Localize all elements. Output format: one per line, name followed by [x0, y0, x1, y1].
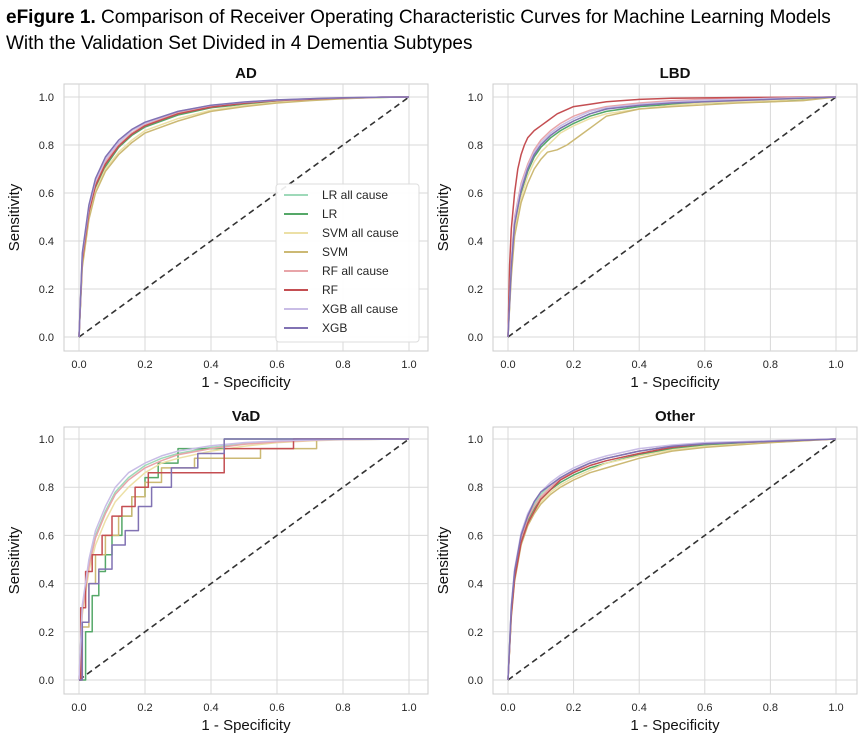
y-tick-label: 0.0 [39, 675, 54, 687]
y-tick-label: 0.2 [468, 627, 483, 639]
y-axis-label: Sensitivity [435, 526, 452, 594]
y-tick-label: 0.6 [39, 188, 54, 200]
legend: LR all cause LR SVM all cause SVM RF all cau… [275, 183, 420, 343]
plot-frame [63, 426, 429, 695]
chart-title: Other [655, 408, 695, 425]
y-tick-label: 0.8 [468, 482, 483, 494]
roc-curve-svm [507, 96, 837, 338]
x-tick-label: 0.6 [269, 359, 284, 371]
chart-title: LBD [660, 65, 691, 82]
x-tick-label: 0.8 [763, 702, 778, 714]
chance-diagonal [507, 438, 837, 681]
y-tick-label: 0.4 [39, 236, 54, 248]
legend-label: LR [322, 207, 338, 221]
roc-curve-rf [507, 96, 837, 338]
roc-curve-xgb-all-cause [507, 96, 837, 338]
figure-caption: eFigure 1. Comparison of Receiver Operat… [6, 5, 856, 57]
y-tick-label: 0.8 [468, 140, 483, 152]
x-tick-label: 0.4 [203, 359, 218, 371]
roc-curve-svm-all-cause [507, 96, 837, 338]
x-tick-label: 0.8 [335, 359, 350, 371]
plot-frame [492, 426, 858, 695]
chart-panel-vad: 0.0 0.2 0.4 0.6 0.8 1.0 0.0 0.2 0.4 0.6 0.8 1.0 VaD 1… [6, 408, 429, 734]
x-tick-label: 0.0 [500, 359, 515, 371]
chance-diagonal [78, 96, 410, 338]
y-tick-label: 0.6 [468, 530, 483, 542]
y-tick-label: 0.8 [39, 482, 54, 494]
x-tick-label: 1.0 [828, 702, 843, 714]
x-axis-label: 1 - Specificity [201, 374, 291, 391]
x-tick-label: 0.6 [269, 702, 284, 714]
x-tick-label: 1.0 [828, 359, 843, 371]
y-tick-label: 0.4 [468, 579, 483, 591]
legend-label: XGB [322, 321, 347, 335]
y-axis-label: Sensitivity [6, 183, 23, 251]
figure-caption-text: Comparison of Receiver Operating Charact… [6, 7, 831, 54]
x-tick-label: 0.2 [566, 702, 581, 714]
x-tick-label: 0.4 [632, 702, 647, 714]
y-tick-label: 0.8 [39, 140, 54, 152]
y-axis-label: Sensitivity [435, 183, 452, 251]
x-axis-label: 1 - Specificity [630, 717, 720, 734]
y-tick-label: 0.0 [468, 332, 483, 344]
roc-curve-xgb [507, 438, 837, 681]
y-tick-label: 0.2 [39, 284, 54, 296]
y-tick-label: 1.0 [39, 92, 54, 104]
roc-curve-svm [78, 96, 410, 338]
x-tick-label: 0.8 [763, 359, 778, 371]
x-tick-label: 0.0 [500, 702, 515, 714]
x-tick-label: 0.4 [632, 359, 647, 371]
roc-curve-rf [507, 438, 837, 681]
chart-title: VaD [232, 408, 261, 425]
x-tick-label: 1.0 [401, 359, 416, 371]
x-tick-label: 0.2 [566, 359, 581, 371]
x-tick-label: 0.4 [203, 702, 218, 714]
chart-title: AD [235, 65, 257, 82]
x-axis-label: 1 - Specificity [630, 374, 720, 391]
legend-label: SVM [322, 245, 348, 259]
chart-panel-other: 0.0 0.2 0.4 0.6 0.8 1.0 0.0 0.2 0.4 0.6 0.8 1.0 Othe… [435, 408, 858, 734]
chart-panel-lbd: 0.0 0.2 0.4 0.6 0.8 1.0 0.0 0.2 0.4 0.6 0.8 1.0 LBD 1… [435, 65, 858, 391]
y-tick-label: 0.2 [468, 284, 483, 296]
y-tick-label: 0.6 [468, 188, 483, 200]
legend-box [275, 183, 420, 343]
legend-label: RF [322, 283, 338, 297]
legend-label: XGB all cause [322, 302, 398, 316]
legend-label: LR all cause [322, 188, 388, 202]
x-tick-label: 0.8 [335, 702, 350, 714]
y-tick-label: 1.0 [468, 434, 483, 446]
roc-curve-xgb [507, 96, 837, 338]
y-tick-label: 0.4 [39, 579, 54, 591]
roc-curve-xgb-all-cause [78, 438, 410, 681]
roc-curve-xgb [78, 96, 410, 338]
roc-curve-lr [79, 438, 409, 681]
y-tick-label: 0.2 [39, 627, 54, 639]
figure-label: eFigure 1. [6, 7, 96, 28]
x-tick-label: 0.2 [137, 359, 152, 371]
x-tick-label: 0.2 [137, 702, 152, 714]
roc-curve-xgb [79, 438, 409, 681]
x-tick-label: 1.0 [401, 702, 416, 714]
y-tick-label: 1.0 [39, 434, 54, 446]
x-tick-label: 0.6 [697, 359, 712, 371]
y-tick-label: 0.0 [39, 332, 54, 344]
legend-label: SVM all cause [322, 226, 399, 240]
y-tick-label: 1.0 [468, 92, 483, 104]
x-tick-label: 0.0 [71, 702, 86, 714]
y-tick-label: 0.0 [468, 675, 483, 687]
legend-label: RF all cause [322, 264, 389, 278]
y-tick-label: 0.4 [468, 236, 483, 248]
x-tick-label: 0.0 [71, 359, 86, 371]
x-axis-label: 1 - Specificity [201, 717, 291, 734]
y-axis-label: Sensitivity [6, 526, 23, 594]
chance-diagonal [507, 96, 837, 338]
plot-frame [492, 83, 858, 352]
x-tick-label: 0.6 [697, 702, 712, 714]
y-tick-label: 0.6 [39, 530, 54, 542]
chance-diagonal [78, 438, 410, 681]
